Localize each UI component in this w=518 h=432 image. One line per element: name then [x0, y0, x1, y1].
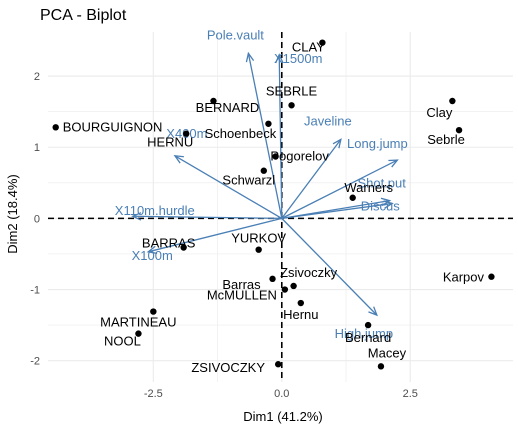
individual-label: Bernard: [345, 330, 391, 345]
individual-point: [272, 153, 279, 160]
individual-point: [297, 299, 304, 307]
individual-point: [180, 244, 187, 251]
individual-label: YURKOV: [231, 231, 286, 246]
grid-lines: [48, 32, 513, 382]
y-tick-label: 1: [34, 142, 40, 154]
individual-point: [260, 167, 268, 174]
variable-label: Shot.put: [357, 176, 406, 191]
variable-arrow-line: [247, 53, 283, 219]
tick-labels: -2.5 0.0 2.5 -2 -1 0 1 2: [30, 71, 418, 400]
individual-label: Clay: [426, 105, 453, 120]
individual-point: [281, 286, 289, 293]
variable-label: Long.jump: [347, 136, 408, 151]
variable-arrow-line: [132, 215, 282, 220]
variable-arrow-line: [281, 159, 398, 219]
y-tick-label: 0: [34, 213, 40, 225]
individual-label: Schoenbeck: [205, 126, 277, 141]
variable-arrow-head: [383, 200, 394, 209]
individual-label: Macey: [368, 345, 407, 360]
data-labels: SEBRLE CLAY BERNARD YURKOV ZSIVOCZKY McMULLEN…: [63, 40, 485, 376]
variable-arrow-line: [278, 54, 283, 219]
individual-label: ZSIVOCZKY: [191, 360, 265, 375]
individual-point: [150, 308, 157, 315]
individual-point: [255, 246, 262, 253]
x-axis-title: Dim1 (41.2%): [243, 409, 322, 424]
individual-label: Barras: [222, 277, 261, 292]
variable-arrow-head: [275, 53, 284, 64]
variable-arrow-line: [148, 217, 282, 253]
individual-points: [52, 39, 495, 370]
individual-label: McMULLEN: [207, 288, 277, 303]
plot-panel: [48, 32, 513, 382]
individual-label: Zsivoczky: [280, 265, 338, 280]
individual-point: [210, 97, 217, 105]
variable-arrow-head: [173, 154, 184, 164]
variable-arrow-head: [388, 159, 399, 168]
individual-point: [364, 321, 372, 329]
y-axis-title: Dim2 (18.4%): [5, 174, 20, 253]
individual-label: MARTINEAU: [100, 315, 176, 330]
individual-point: [269, 275, 276, 283]
individual-label: Hernu: [283, 307, 318, 322]
variable-arrow-line: [281, 139, 342, 219]
variable-label: X1500m: [274, 51, 322, 66]
individual-label: Sebrle: [427, 132, 465, 147]
variable-label: X110m.hurdle: [115, 203, 195, 218]
individual-label: Karpov: [443, 270, 485, 285]
individual-point: [290, 282, 297, 290]
individual-label: NOOL: [104, 334, 141, 349]
variable-arrow-head: [332, 138, 342, 149]
x-tick-label: -2.5: [144, 388, 163, 400]
variable-arrow-line: [281, 217, 378, 316]
variable-arrow-head: [131, 212, 142, 221]
individual-point: [183, 130, 190, 137]
variable-label: Javeline: [304, 113, 352, 128]
variable-arrow-head: [368, 306, 378, 317]
x-tick-label: 2.5: [403, 388, 418, 400]
individual-point: [265, 120, 272, 127]
individual-point: [455, 126, 463, 134]
individual-label: Warners: [344, 180, 393, 195]
individual-label: SEBRLE: [266, 83, 318, 98]
variable-label: High.jump: [335, 326, 394, 341]
x-tick-label: 0.0: [274, 388, 289, 400]
individual-point: [488, 273, 495, 280]
variable-arrow-head: [245, 51, 255, 63]
individual-label: HERNU: [147, 135, 193, 150]
individual-point: [52, 124, 59, 131]
individual-point: [274, 361, 282, 368]
chart-title: PCA - Biplot: [40, 7, 127, 24]
individual-point: [349, 194, 356, 201]
individual-point: [377, 363, 385, 370]
individual-label: BOURGUIGNON: [63, 119, 163, 134]
individual-label: Schwarzl: [222, 173, 275, 188]
individual-label: CLAY: [292, 40, 325, 55]
y-tick-label: -1: [30, 285, 40, 297]
variable-arrows: X100mLong.jumpShot.putHigh.jumpX400mX110…: [115, 27, 408, 341]
y-tick-label: -2: [30, 356, 40, 368]
variable-label: Pole.vault: [207, 27, 264, 42]
individual-point: [135, 330, 142, 337]
individual-label: Pogorelov: [270, 148, 329, 163]
individual-point: [319, 39, 326, 46]
variable-label: X100m: [132, 248, 173, 263]
variable-arrow-line: [174, 155, 283, 219]
individual-label: BERNARD: [196, 100, 260, 115]
variable-arrow-head: [146, 245, 158, 255]
variable-arrow-line: [281, 202, 393, 220]
variable-label: Discus: [361, 198, 401, 213]
y-tick-label: 2: [34, 71, 40, 83]
individual-point: [288, 102, 295, 109]
individual-point: [449, 97, 456, 105]
individual-label: BARRAS: [142, 236, 196, 251]
